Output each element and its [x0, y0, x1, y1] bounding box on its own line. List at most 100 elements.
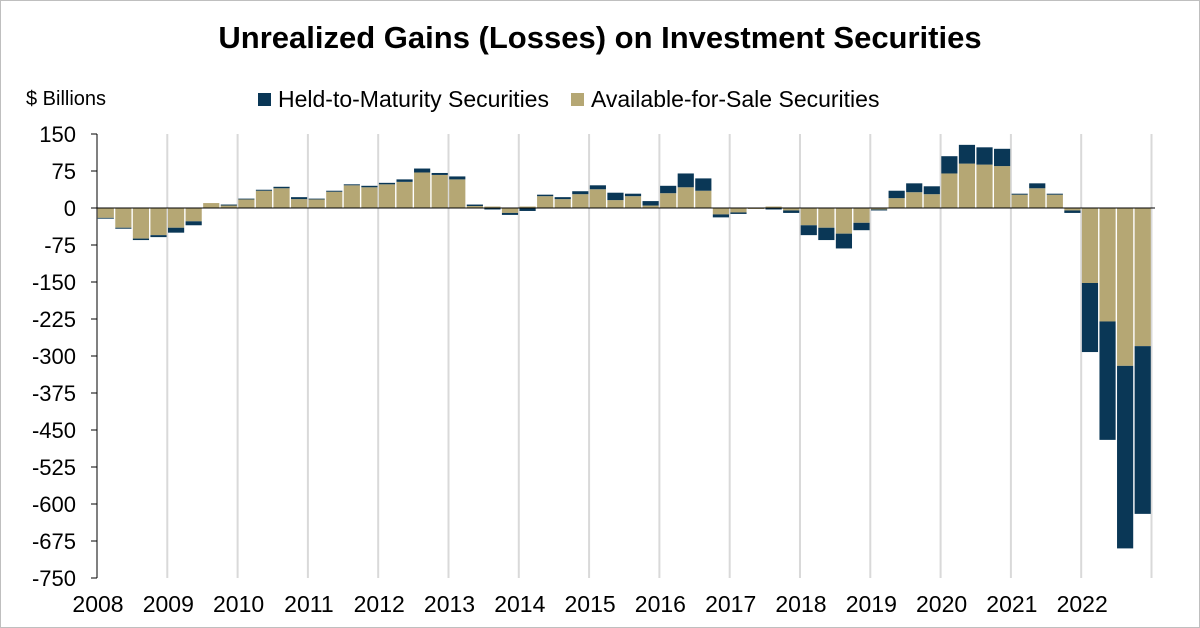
- x-tick-label: 2009: [143, 591, 194, 617]
- y-tick-label: -375: [32, 381, 76, 406]
- x-tick-label: 2015: [565, 591, 616, 617]
- bar-held-to-maturity: [695, 178, 712, 191]
- bar-held-to-maturity: [765, 208, 782, 210]
- bar-held-to-maturity: [501, 212, 519, 215]
- bar-held-to-maturity: [783, 210, 800, 213]
- bar-available-for-sale: [168, 208, 185, 228]
- bar-held-to-maturity: [326, 190, 343, 192]
- bar-available-for-sale: [835, 208, 853, 234]
- bar-available-for-sale: [607, 200, 624, 208]
- bar-available-for-sale: [132, 208, 150, 239]
- y-tick-label: -750: [32, 566, 76, 591]
- bar-held-to-maturity: [185, 221, 202, 226]
- bar-held-to-maturity: [1081, 282, 1099, 353]
- bar-available-for-sale: [958, 163, 976, 208]
- bar-held-to-maturity: [168, 227, 185, 233]
- bar-held-to-maturity: [414, 168, 431, 173]
- y-tick-label: -525: [32, 455, 76, 480]
- x-tick-label: 2011: [284, 591, 333, 617]
- bar-held-to-maturity: [361, 185, 378, 188]
- bar-available-for-sale: [624, 196, 642, 208]
- bar-available-for-sale: [888, 198, 905, 208]
- bar-available-for-sale: [712, 208, 729, 215]
- bar-available-for-sale: [853, 208, 870, 223]
- bar-available-for-sale: [185, 208, 202, 222]
- y-tick-label: -300: [32, 344, 76, 369]
- bar-available-for-sale: [326, 191, 343, 208]
- legend-label-afs: Available-for-Sale Securities: [590, 86, 880, 112]
- x-tick-label: 2018: [775, 591, 826, 617]
- bar-held-to-maturity: [255, 189, 273, 191]
- bar-available-for-sale: [730, 208, 747, 213]
- x-tick-label: 2019: [846, 591, 897, 617]
- bar-available-for-sale: [431, 174, 448, 208]
- bar-held-to-maturity: [449, 176, 466, 180]
- bar-held-to-maturity: [132, 238, 150, 241]
- bar-held-to-maturity: [853, 222, 870, 231]
- bar-held-to-maturity: [607, 192, 624, 201]
- bar-held-to-maturity: [923, 186, 940, 195]
- bar-held-to-maturity: [589, 185, 606, 190]
- bar-held-to-maturity: [1099, 321, 1116, 440]
- bar-held-to-maturity: [1117, 365, 1134, 549]
- bar-held-to-maturity: [378, 182, 396, 185]
- bar-available-for-sale: [519, 206, 536, 208]
- bar-held-to-maturity: [958, 144, 976, 164]
- y-tick-label: -75: [44, 233, 76, 258]
- bar-available-for-sale: [361, 187, 378, 208]
- bar-available-for-sale: [660, 193, 677, 208]
- y-tick-label: -225: [32, 307, 76, 332]
- bar-available-for-sale: [414, 172, 431, 208]
- bar-held-to-maturity: [994, 148, 1011, 167]
- bar-held-to-maturity: [1064, 210, 1081, 213]
- bar-available-for-sale: [449, 179, 466, 208]
- legend: Held-to-Maturity Securities Available-fo…: [258, 86, 901, 113]
- bar-available-for-sale: [1134, 208, 1151, 347]
- y-tick-label: 150: [39, 122, 76, 147]
- bar-available-for-sale: [941, 173, 958, 208]
- bar-held-to-maturity: [1011, 193, 1028, 195]
- y-tick-label: -675: [32, 529, 76, 554]
- bar-held-to-maturity: [291, 197, 308, 200]
- bar-available-for-sale: [378, 184, 396, 208]
- bar-available-for-sale: [783, 208, 800, 211]
- bar-available-for-sale: [800, 208, 817, 226]
- bar-available-for-sale: [1011, 194, 1028, 208]
- x-tick-label: 2008: [72, 591, 123, 617]
- bar-held-to-maturity: [800, 225, 817, 236]
- x-tick-label: 2014: [494, 591, 545, 617]
- bar-available-for-sale: [1081, 208, 1099, 283]
- bar-available-for-sale: [1029, 188, 1046, 208]
- bar-held-to-maturity: [906, 183, 923, 193]
- bar-available-for-sale: [1064, 208, 1081, 211]
- bar-held-to-maturity: [220, 204, 237, 206]
- bar-available-for-sale: [255, 190, 273, 208]
- bar-available-for-sale: [923, 194, 940, 208]
- bar-held-to-maturity: [115, 227, 132, 229]
- x-tick-label: 2020: [916, 591, 967, 617]
- bar-held-to-maturity: [818, 227, 835, 241]
- bar-held-to-maturity: [466, 204, 483, 207]
- bar-held-to-maturity: [343, 184, 360, 186]
- bar-held-to-maturity: [572, 191, 589, 195]
- y-tick-label: 75: [52, 159, 76, 184]
- bar-available-for-sale: [642, 205, 659, 208]
- bar-available-for-sale: [589, 189, 606, 208]
- bar-available-for-sale: [572, 194, 589, 208]
- y-tick-label: -450: [32, 418, 76, 443]
- bar-held-to-maturity: [677, 173, 694, 188]
- bar-held-to-maturity: [624, 193, 642, 197]
- x-tick-label: 2012: [354, 591, 405, 617]
- bar-available-for-sale: [396, 181, 413, 208]
- bar-held-to-maturity: [1029, 183, 1046, 189]
- bar-held-to-maturity: [396, 179, 413, 182]
- legend-swatch-htm: [258, 93, 271, 106]
- y-tick-label: -600: [32, 492, 76, 517]
- bar-available-for-sale: [203, 203, 220, 208]
- bar-held-to-maturity: [870, 209, 888, 211]
- x-tick-label: 2017: [705, 591, 756, 617]
- bar-held-to-maturity: [537, 194, 554, 197]
- bar-held-to-maturity: [1134, 346, 1151, 514]
- chart-title: Unrealized Gains (Losses) on Investment …: [218, 20, 982, 55]
- bar-held-to-maturity: [642, 201, 659, 206]
